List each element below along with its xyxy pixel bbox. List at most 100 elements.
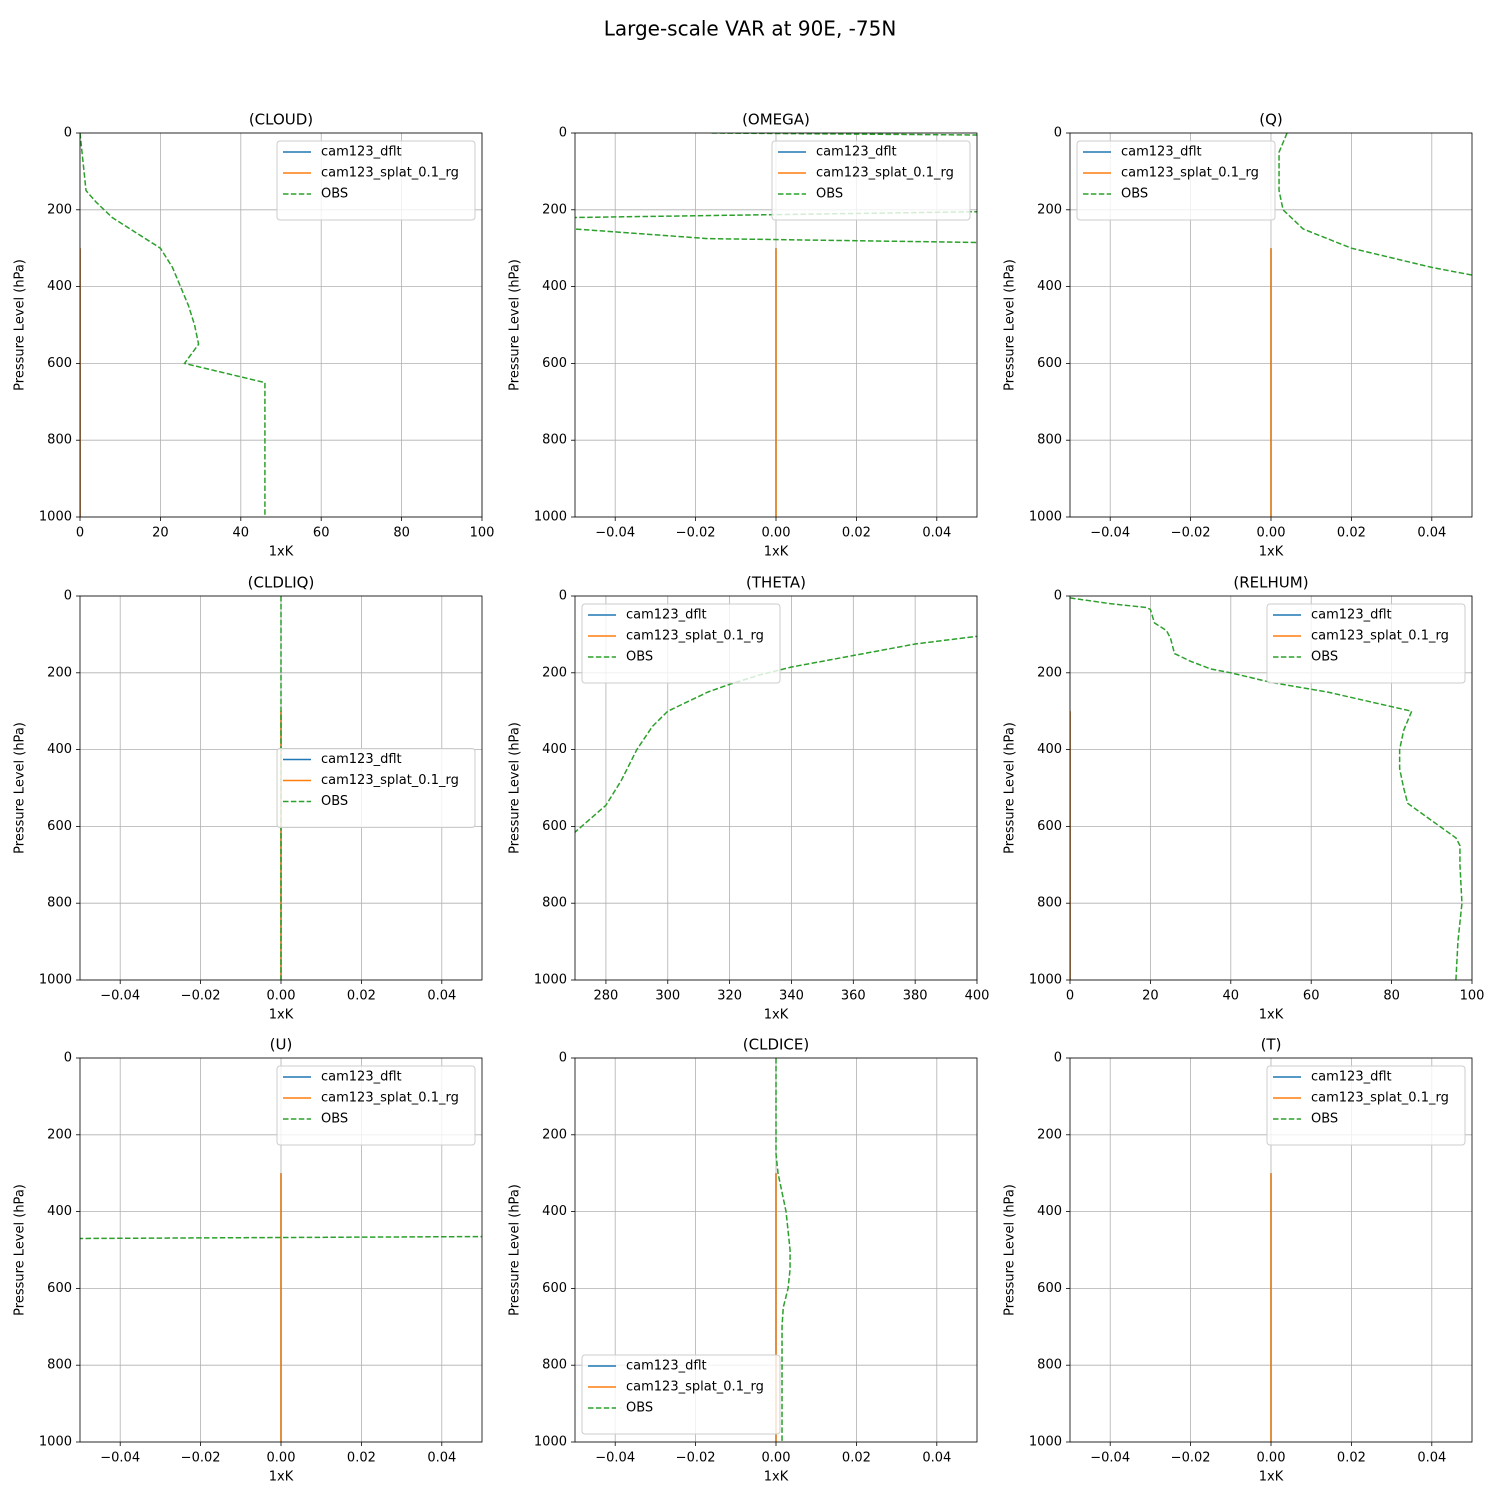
x-tick-label: 360 <box>841 989 866 1004</box>
legend-label: OBS <box>1311 650 1338 665</box>
x-tick-label: 100 <box>1460 989 1485 1004</box>
y-tick-label: 1000 <box>39 510 72 525</box>
y-tick-label: 200 <box>47 665 72 680</box>
legend-label: cam123_splat_0.1_rg <box>626 629 764 644</box>
x-tick-label: 60 <box>313 526 330 541</box>
x-tick-label: −0.04 <box>100 1451 140 1466</box>
x-axis-label: 1xK <box>1259 1470 1284 1485</box>
legend-label: cam123_splat_0.1_rg <box>1311 1091 1449 1106</box>
x-tick-label: 0.04 <box>1417 1451 1446 1466</box>
y-tick-label: 800 <box>542 1358 567 1373</box>
x-tick-label: 280 <box>594 989 619 1004</box>
x-tick-label: 80 <box>393 526 410 541</box>
x-tick-label: 0.00 <box>1257 526 1286 541</box>
legend-label: cam123_splat_0.1_rg <box>1121 166 1259 181</box>
subplot-title: (U) <box>270 1036 293 1054</box>
x-tick-label: 20 <box>152 526 169 541</box>
plot-area <box>442 133 1500 517</box>
x-tick-label: −0.02 <box>676 526 716 541</box>
y-tick-label: 0 <box>64 589 72 604</box>
profile-line <box>1279 133 1500 517</box>
x-tick-label: 380 <box>903 989 928 1004</box>
subplot-title: (CLOUD) <box>249 111 313 129</box>
legend-label: cam123_splat_0.1_rg <box>626 1380 764 1395</box>
y-tick-label: 200 <box>542 665 567 680</box>
x-tick-label: 40 <box>233 526 250 541</box>
y-tick-label: 0 <box>1054 589 1062 604</box>
legend-label: cam123_splat_0.1_rg <box>1311 629 1449 644</box>
y-tick-label: 400 <box>542 279 567 294</box>
profile-line <box>80 133 265 517</box>
subplot-title: (RELHUM) <box>1233 574 1308 592</box>
y-tick-label: 800 <box>542 433 567 448</box>
y-tick-label: 400 <box>47 1204 72 1219</box>
y-tick-label: 800 <box>542 896 567 911</box>
legend-label: OBS <box>626 650 653 665</box>
y-tick-label: 0 <box>64 126 72 141</box>
y-tick-label: 400 <box>1037 279 1062 294</box>
subplot-title: (T) <box>1261 1036 1282 1054</box>
y-axis-label: Pressure Level (hPa) <box>508 1184 523 1316</box>
y-axis-label: Pressure Level (hPa) <box>1003 1184 1018 1316</box>
subplot-title: (CLDLIQ) <box>248 574 315 592</box>
x-tick-label: 0.04 <box>922 1451 951 1466</box>
y-tick-label: 800 <box>1037 433 1062 448</box>
x-axis-label: 1xK <box>269 1008 294 1023</box>
y-tick-label: 1000 <box>39 973 72 988</box>
y-tick-label: 200 <box>542 202 567 217</box>
y-axis-label: Pressure Level (hPa) <box>1003 259 1018 391</box>
y-tick-label: 800 <box>47 896 72 911</box>
y-tick-label: 600 <box>47 1281 72 1296</box>
y-tick-label: 400 <box>542 1204 567 1219</box>
figure-title: Large-scale VAR at 90E, -75N <box>604 17 897 41</box>
x-tick-label: 0.02 <box>842 526 871 541</box>
x-tick-label: 0.04 <box>922 526 951 541</box>
x-tick-label: 0.04 <box>427 989 456 1004</box>
x-tick-label: 0.02 <box>347 989 376 1004</box>
x-tick-label: 0 <box>76 526 84 541</box>
x-tick-label: −0.02 <box>676 1451 716 1466</box>
x-axis-label: 1xK <box>764 1008 789 1023</box>
x-tick-label: 60 <box>1303 989 1320 1004</box>
legend-label: cam123_dflt <box>1311 608 1392 623</box>
y-tick-label: 600 <box>542 356 567 371</box>
x-tick-label: 80 <box>1383 989 1400 1004</box>
y-tick-label: 600 <box>1037 1281 1062 1296</box>
legend: cam123_dflt cam123_splat_0.1_rg OBS <box>1267 604 1465 683</box>
y-tick-label: 600 <box>1037 356 1062 371</box>
x-tick-label: −0.02 <box>181 1451 221 1466</box>
legend-label: cam123_dflt <box>321 752 402 767</box>
x-tick-label: −0.02 <box>181 989 221 1004</box>
y-tick-label: 200 <box>1037 665 1062 680</box>
y-tick-label: 0 <box>1054 126 1062 141</box>
y-tick-label: 1000 <box>534 510 567 525</box>
legend-label: cam123_dflt <box>1311 1070 1392 1085</box>
y-tick-label: 1000 <box>1029 1435 1062 1450</box>
y-tick-label: 800 <box>47 433 72 448</box>
y-tick-label: 400 <box>542 742 567 757</box>
plot-area <box>80 133 265 517</box>
legend-label: OBS <box>626 1401 653 1416</box>
x-tick-label: 0.00 <box>1257 1451 1286 1466</box>
x-tick-label: 0.02 <box>1337 526 1366 541</box>
y-tick-label: 600 <box>542 1281 567 1296</box>
y-tick-label: 200 <box>47 202 72 217</box>
x-tick-label: 0.00 <box>267 1451 296 1466</box>
y-axis-label: Pressure Level (hPa) <box>13 1184 28 1316</box>
y-tick-label: 400 <box>1037 1204 1062 1219</box>
legend-label: OBS <box>1121 187 1148 202</box>
y-tick-label: 200 <box>1037 202 1062 217</box>
x-tick-label: 0.02 <box>1337 1451 1366 1466</box>
y-tick-label: 400 <box>47 279 72 294</box>
x-axis-label: 1xK <box>1259 545 1284 560</box>
y-tick-label: 600 <box>47 819 72 834</box>
y-axis-label: Pressure Level (hPa) <box>13 259 28 391</box>
subplot-title: (Q) <box>1259 111 1283 129</box>
